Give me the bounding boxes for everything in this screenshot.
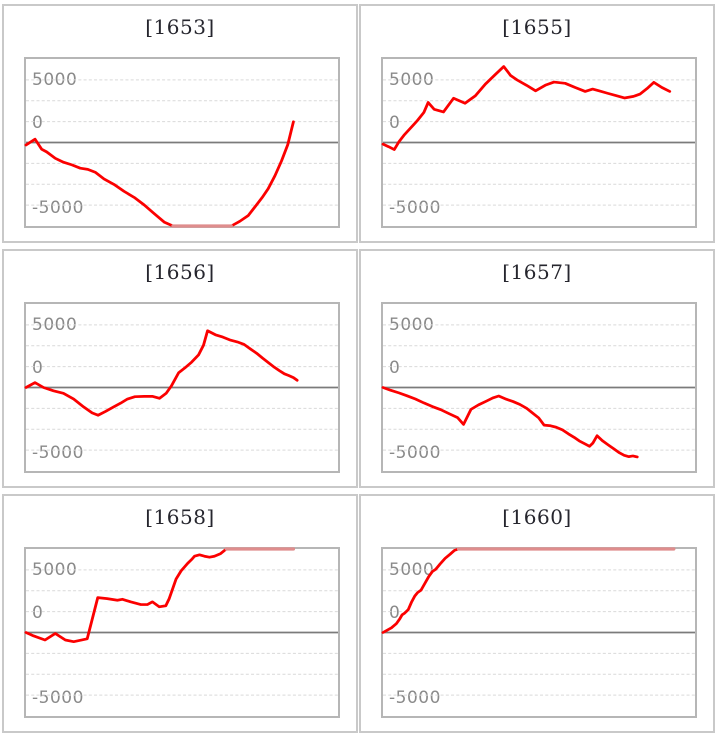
- plot-area: 5000 0 -5000: [24, 57, 340, 228]
- line-chart-svg: [24, 324, 338, 451]
- y-tick-label-neg5000: -5000: [32, 198, 84, 218]
- y-tick-label-0: 0: [389, 113, 401, 133]
- y-tick-label-0: 0: [32, 113, 44, 133]
- chart-panel-1658: [1658] 5000 0 -5000: [2, 494, 358, 733]
- chart-title: [1656]: [145, 260, 215, 284]
- y-tick-label-neg5000: -5000: [389, 688, 441, 708]
- plot-area: 5000 0 -5000: [381, 547, 697, 718]
- plot-area: 5000 0 -5000: [381, 302, 697, 473]
- chart-panel-1656: [1656] 5000 0 -5000: [2, 249, 358, 488]
- chart-panel-1657: [1657] 5000 0 -5000: [359, 249, 715, 488]
- line-chart-svg: [381, 547, 695, 696]
- line-chart-svg: [381, 65, 695, 206]
- y-tick-label-neg5000: -5000: [389, 443, 441, 463]
- line-chart-svg: [24, 547, 338, 696]
- chart-panel-1653: [1653] 5000 0 -5000: [2, 4, 358, 243]
- plot-area: 5000 0 -5000: [381, 57, 697, 228]
- chart-title: [1660]: [502, 505, 572, 529]
- chart-title: [1657]: [502, 260, 572, 284]
- chart-panel-1660: [1660] 5000 0 -5000: [359, 494, 715, 733]
- plot-area: 5000 0 -5000: [24, 302, 340, 473]
- y-tick-label-0: 0: [389, 358, 401, 378]
- y-tick-label-0: 0: [32, 358, 44, 378]
- chart-title: [1658]: [145, 505, 215, 529]
- y-tick-label-neg5000: -5000: [389, 198, 441, 218]
- y-tick-label-0: 0: [32, 603, 44, 623]
- y-tick-label-neg5000: -5000: [32, 443, 84, 463]
- chart-title: [1655]: [502, 15, 572, 39]
- y-tick-label-neg5000: -5000: [32, 688, 84, 708]
- y-tick-label-0: 0: [389, 603, 401, 623]
- chart-title: [1653]: [145, 15, 215, 39]
- plot-area: 5000 0 -5000: [24, 547, 340, 718]
- line-chart-svg: [24, 79, 338, 228]
- line-chart-svg: [381, 324, 695, 459]
- chart-panel-1655: [1655] 5000 0 -5000: [359, 4, 715, 243]
